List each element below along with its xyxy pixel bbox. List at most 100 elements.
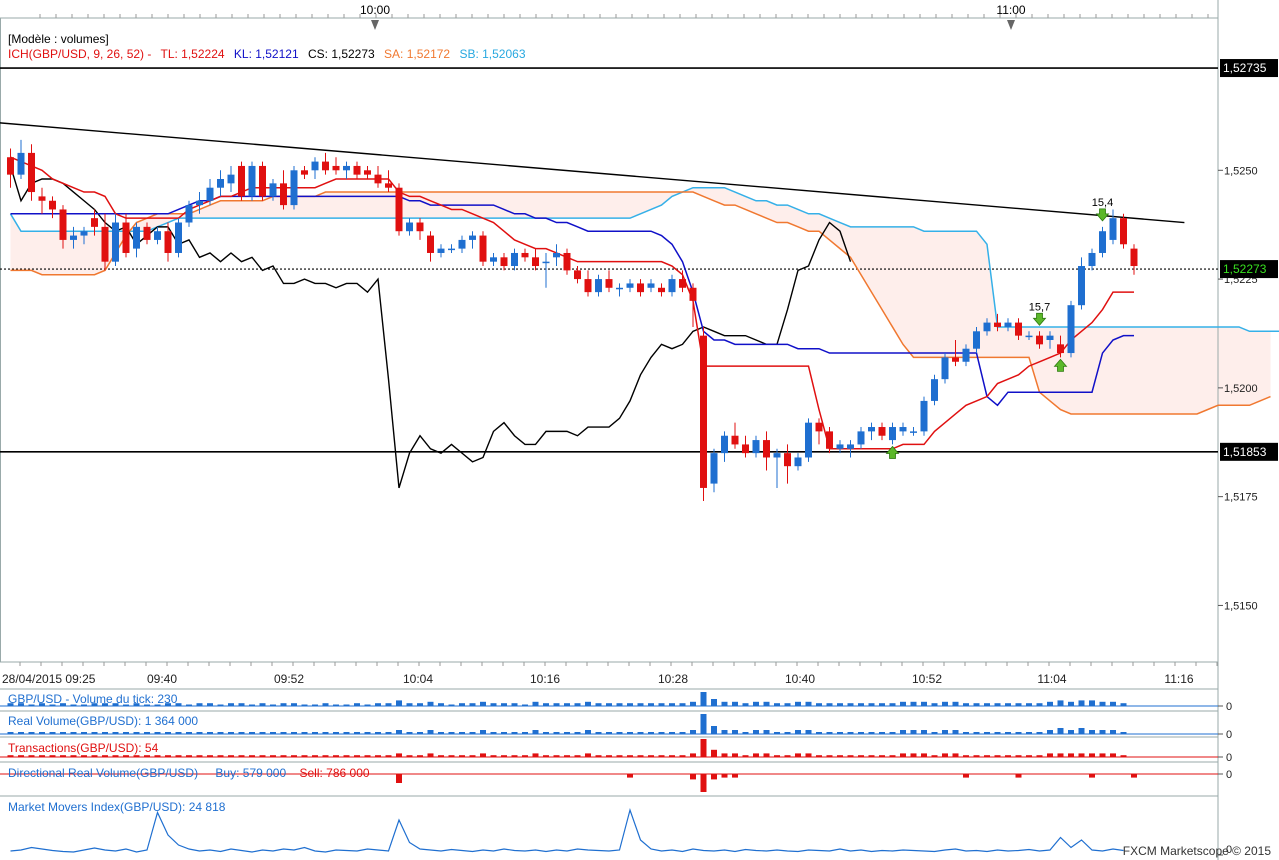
current-price-tag-label: 1,52273 [1223, 262, 1267, 276]
directional-bar [700, 774, 707, 792]
volume-bar [354, 703, 360, 706]
candle-body [353, 165, 361, 175]
volume-bar [564, 732, 570, 734]
volume-bar [952, 730, 959, 734]
candle-body [920, 400, 928, 432]
volume-bar [553, 703, 560, 706]
volume-bar [270, 732, 276, 734]
volume-bar [952, 753, 959, 757]
panel-axis-label: 0 [1226, 844, 1232, 856]
directional-bar [1089, 774, 1095, 778]
volume-bar [49, 755, 56, 757]
candle-body [112, 222, 119, 262]
volume-bar [417, 755, 423, 757]
candle-body [731, 435, 739, 445]
volume-bar [7, 732, 14, 734]
volume-bar [196, 703, 203, 706]
x-tick-label: 09:40 [147, 672, 177, 686]
candle-body [626, 283, 634, 288]
senkou-span-b-line [9, 186, 1279, 333]
volume-bar [763, 701, 770, 706]
candle-body [133, 226, 140, 249]
volume-bar [532, 753, 539, 757]
directional-bar [1131, 774, 1137, 778]
volume-bar [1015, 703, 1022, 706]
candle-body [658, 287, 665, 293]
volume-bar [175, 703, 182, 706]
directional-bar [711, 774, 717, 780]
volume-bar [1026, 703, 1032, 706]
volume-bar [1099, 701, 1106, 706]
volume-bar [102, 755, 108, 757]
volume-bar [175, 732, 182, 734]
ichimoku-kl: KL: 1,52121 [233, 47, 299, 61]
volume-bar [1005, 755, 1011, 757]
candle-body [154, 231, 161, 240]
volume-bar [1110, 701, 1116, 706]
volume-bar [774, 732, 780, 734]
volume-bar [637, 703, 644, 706]
volume-bar [270, 704, 276, 706]
volume-bar [270, 755, 276, 757]
volume-bar [1036, 732, 1043, 734]
volume-bar [312, 704, 318, 706]
volume-bar [606, 703, 612, 706]
volume-bar [732, 701, 738, 706]
volume-bar [417, 732, 423, 734]
volume-bar [175, 755, 182, 757]
volume-bar [207, 732, 213, 734]
candle-body [553, 252, 560, 258]
candles [7, 139, 1138, 501]
volume-bar [826, 703, 833, 706]
volume-bar [921, 701, 927, 706]
candle-body [521, 252, 529, 258]
volume-bar [889, 732, 896, 734]
candle-body [773, 453, 781, 458]
x-tick-label: 10:04 [403, 672, 433, 686]
volume-bar [837, 732, 843, 734]
volume-bar [816, 755, 822, 757]
candle-body [1109, 218, 1117, 240]
x-tick-label: 10:52 [912, 672, 942, 686]
volume-bar [690, 753, 696, 757]
volume-bar [459, 755, 465, 757]
volume-bar [574, 703, 581, 706]
candle-body [280, 183, 287, 206]
candle-body [826, 431, 833, 449]
candle-body [185, 205, 193, 223]
volume-bar [648, 755, 654, 757]
volume-bar [585, 753, 591, 757]
volume-bar [984, 703, 990, 706]
signal-label: 15,4 [1092, 197, 1113, 209]
candle-body [700, 335, 707, 488]
volume-bar [217, 755, 224, 757]
volume-bar [154, 732, 161, 734]
candle-body [721, 435, 728, 454]
candle-body [742, 444, 749, 454]
volume-bar [123, 732, 129, 734]
candle-body [1067, 305, 1075, 354]
mmi-line [10, 807, 1124, 853]
ichimoku-sa: SA: 1,52172 [384, 47, 451, 61]
panel-label-mmi: Market Movers Index(GBP/USD): 24 818 [8, 800, 226, 814]
candle-body [584, 279, 592, 293]
candle-body [784, 453, 791, 467]
volume-bar [721, 753, 728, 757]
candle-body [17, 152, 25, 175]
y-tick-label: 1,5150 [1224, 600, 1258, 612]
candle-body [836, 444, 844, 449]
x-tick-label: 11:16 [1164, 672, 1193, 686]
volume-bar [427, 730, 434, 734]
price-tag-bg [1220, 442, 1278, 461]
volume-bar [154, 704, 161, 706]
volume-bar [301, 755, 308, 757]
volume-bar [679, 755, 686, 757]
directional-label: Directional Real Volume(GBP/USD) [8, 766, 199, 780]
volume-bar [322, 755, 329, 757]
volume-bar [343, 704, 350, 706]
volume-bar [196, 755, 203, 757]
candle-body [574, 270, 581, 280]
volume-bar [217, 732, 224, 734]
volume-bar [543, 755, 549, 757]
